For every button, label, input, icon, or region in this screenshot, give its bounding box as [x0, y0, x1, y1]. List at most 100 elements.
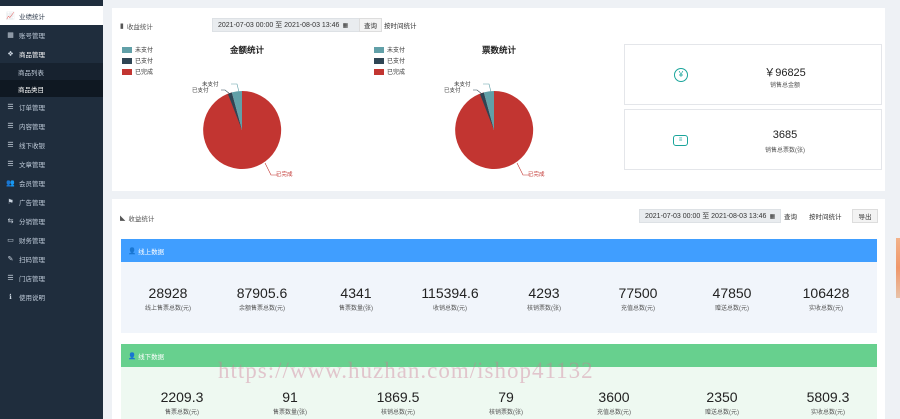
sidebar-item-label: 分销管理	[19, 218, 45, 226]
legend-label: 已完成	[387, 70, 406, 76]
export-label: 导出	[858, 214, 872, 221]
offline-metric: 91 售票数量(张)	[243, 389, 337, 416]
sidebar-item-scan[interactable]: ✎ 扫码管理	[0, 249, 103, 268]
sidebar-item-performance[interactable]: 📈 业绩统计	[0, 6, 103, 25]
sidebar-item-content[interactable]: ☰ 内容管理	[0, 116, 103, 135]
online-data-header: 👤 线上数据	[121, 239, 877, 262]
sidebar-item-label: 账号管理	[19, 32, 45, 40]
total-amount-box: ¥ ￥96825 销售总金额	[624, 44, 882, 105]
list-icon: ☰	[7, 141, 14, 149]
sidebar-subitem-product-list[interactable]: 商品列表	[0, 63, 103, 80]
count-label-paid: 已支付	[444, 88, 461, 94]
sidebar-top	[0, 0, 103, 6]
sidebar-item-accounts[interactable]: ▦ 账号管理	[0, 25, 103, 44]
online-metric: 115394.6 收销总数(元)	[403, 285, 497, 312]
sidebar-item-stores[interactable]: ☰ 门店管理	[0, 268, 103, 287]
sidebar-item-help[interactable]: ℹ 使用说明	[0, 287, 103, 306]
income-search-label: 查询	[784, 214, 797, 221]
sidebar-item-label: 使用说明	[19, 294, 45, 302]
metric-value: 1869.5	[376, 389, 420, 405]
legend-item[interactable]: 已完成	[122, 66, 153, 77]
sidebar-item-label: 广告管理	[19, 199, 45, 207]
sidebar-item-cashier[interactable]: ☰ 线下收银	[0, 135, 103, 154]
amount-pie-chart	[203, 83, 282, 176]
grid-icon: ▦	[7, 31, 14, 39]
metric-value: 115394.6	[421, 285, 479, 301]
income-by-time-button[interactable]: 按时间统计	[805, 209, 846, 223]
sidebar-item-label: 内容管理	[19, 123, 45, 131]
online-metric: 4293 核销票数(张)	[497, 285, 591, 312]
metric-label: 赠送总数(元)	[715, 306, 749, 312]
legend-item[interactable]: 已支付	[122, 55, 153, 66]
metric-label: 售票数量(张)	[273, 410, 307, 416]
pie-slice-paid[interactable]	[228, 92, 242, 130]
sidebar-item-label: 商品管理	[19, 51, 45, 59]
offline-metric: 3600 充值总数(元)	[567, 389, 661, 416]
revenue-by-time-button[interactable]: 按时间统计	[380, 18, 421, 32]
legend-item[interactable]: 已支付	[374, 55, 405, 66]
legend-item[interactable]: 未支付	[374, 44, 405, 55]
revenue-search-button[interactable]: 查询	[359, 18, 382, 32]
edge-decoration	[896, 238, 900, 298]
pie-slice-unpaid[interactable]	[483, 91, 494, 130]
offline-data-body: 2209.3 售票总数(元) 91 售票数量(张) 1869.5 核销总数(元) 79…	[121, 367, 877, 419]
revenue-card-title: ▮ 收益统计	[120, 21, 153, 31]
amount-label-unpaid: 未支付	[202, 82, 219, 88]
main-content: ▮ 收益统计 2021-07-03 00:00 至 2021-08-03 13:…	[103, 0, 900, 419]
list-icon: ☰	[7, 103, 14, 111]
metric-value: 79	[498, 389, 514, 405]
pie-slice-done[interactable]	[203, 90, 282, 169]
label-line	[264, 162, 279, 176]
sidebar-item-orders[interactable]: ☰ 订单管理	[0, 97, 103, 116]
sidebar-item-label: 商品列表	[18, 69, 44, 77]
export-button[interactable]: 导出	[852, 209, 878, 223]
ticket-icon: ≡	[673, 135, 688, 146]
bar-chart-icon: ▮	[120, 23, 124, 30]
count-legend: 未支付 已支付 已完成	[374, 44, 405, 77]
legend-item[interactable]: 未支付	[122, 44, 153, 55]
sidebar-item-label: 业绩统计	[19, 13, 45, 21]
sidebar-item-distribution[interactable]: ⇆ 分销管理	[0, 211, 103, 230]
revenue-date-range-input[interactable]: 2021-07-03 00:00 至 2021-08-03 13:46 ▦	[212, 18, 360, 32]
sidebar-subitem-product-category[interactable]: 商品类目	[0, 80, 103, 97]
total-amount-value: ￥96825	[764, 67, 806, 79]
users-icon: 👥	[6, 179, 15, 187]
revenue-card: ▮ 收益统计 2021-07-03 00:00 至 2021-08-03 13:…	[112, 8, 885, 191]
legend-item[interactable]: 已完成	[374, 66, 405, 77]
total-count-value: 3685	[772, 129, 798, 141]
online-metric: 28928 线上售票总数(元)	[121, 285, 215, 312]
amount-label-done: 已完成	[276, 172, 293, 178]
pie-slice-unpaid[interactable]	[231, 91, 242, 130]
label-line	[516, 162, 531, 176]
user-icon: 👤	[128, 247, 137, 255]
metric-label: 核销总数(元)	[381, 410, 415, 416]
metric-label: 充值总数(元)	[597, 410, 631, 416]
total-count-box: ≡ 3685 销售总票数(张)	[624, 109, 882, 170]
offline-header-text: 线下数据	[138, 353, 165, 361]
cubes-icon: ❖	[7, 50, 14, 58]
online-metric: 47850 赠送总数(元)	[685, 285, 779, 312]
legend-swatch	[374, 57, 384, 64]
calendar-icon: ▦	[769, 213, 776, 220]
pie-slice-paid[interactable]	[480, 92, 494, 130]
legend-swatch	[122, 57, 132, 64]
sidebar-item-label: 商品类目	[18, 86, 44, 94]
sidebar-item-ads[interactable]: ⚑ 广告管理	[0, 192, 103, 211]
amount-legend: 未支付 已支付 已完成	[122, 44, 153, 77]
count-chart-title: 票数统计	[482, 45, 517, 55]
pie-slice-done[interactable]	[455, 90, 534, 169]
income-search-button[interactable]: 查询	[780, 209, 801, 223]
total-amount-label: 销售总金额	[769, 83, 800, 89]
sidebar-item-products[interactable]: ❖ 商品管理	[0, 44, 103, 63]
income-card-title: ◣ 收益统计	[120, 213, 154, 223]
metric-label: 核销票数(张)	[489, 410, 523, 416]
income-date-range-input[interactable]: 2021-07-03 00:00 至 2021-08-03 13:46 ▦	[639, 209, 781, 223]
count-pie-chart	[455, 83, 534, 176]
legend-label: 未支付	[135, 48, 154, 54]
info-icon: ℹ	[9, 293, 12, 301]
metric-label: 核销票数(张)	[527, 306, 561, 312]
sidebar-item-articles[interactable]: ☰ 文章管理	[0, 154, 103, 173]
sidebar-item-finance[interactable]: ▭ 财务管理	[0, 230, 103, 249]
sidebar-item-members[interactable]: 👥 会员管理	[0, 173, 103, 192]
sidebar-item-label: 财务管理	[19, 237, 45, 245]
